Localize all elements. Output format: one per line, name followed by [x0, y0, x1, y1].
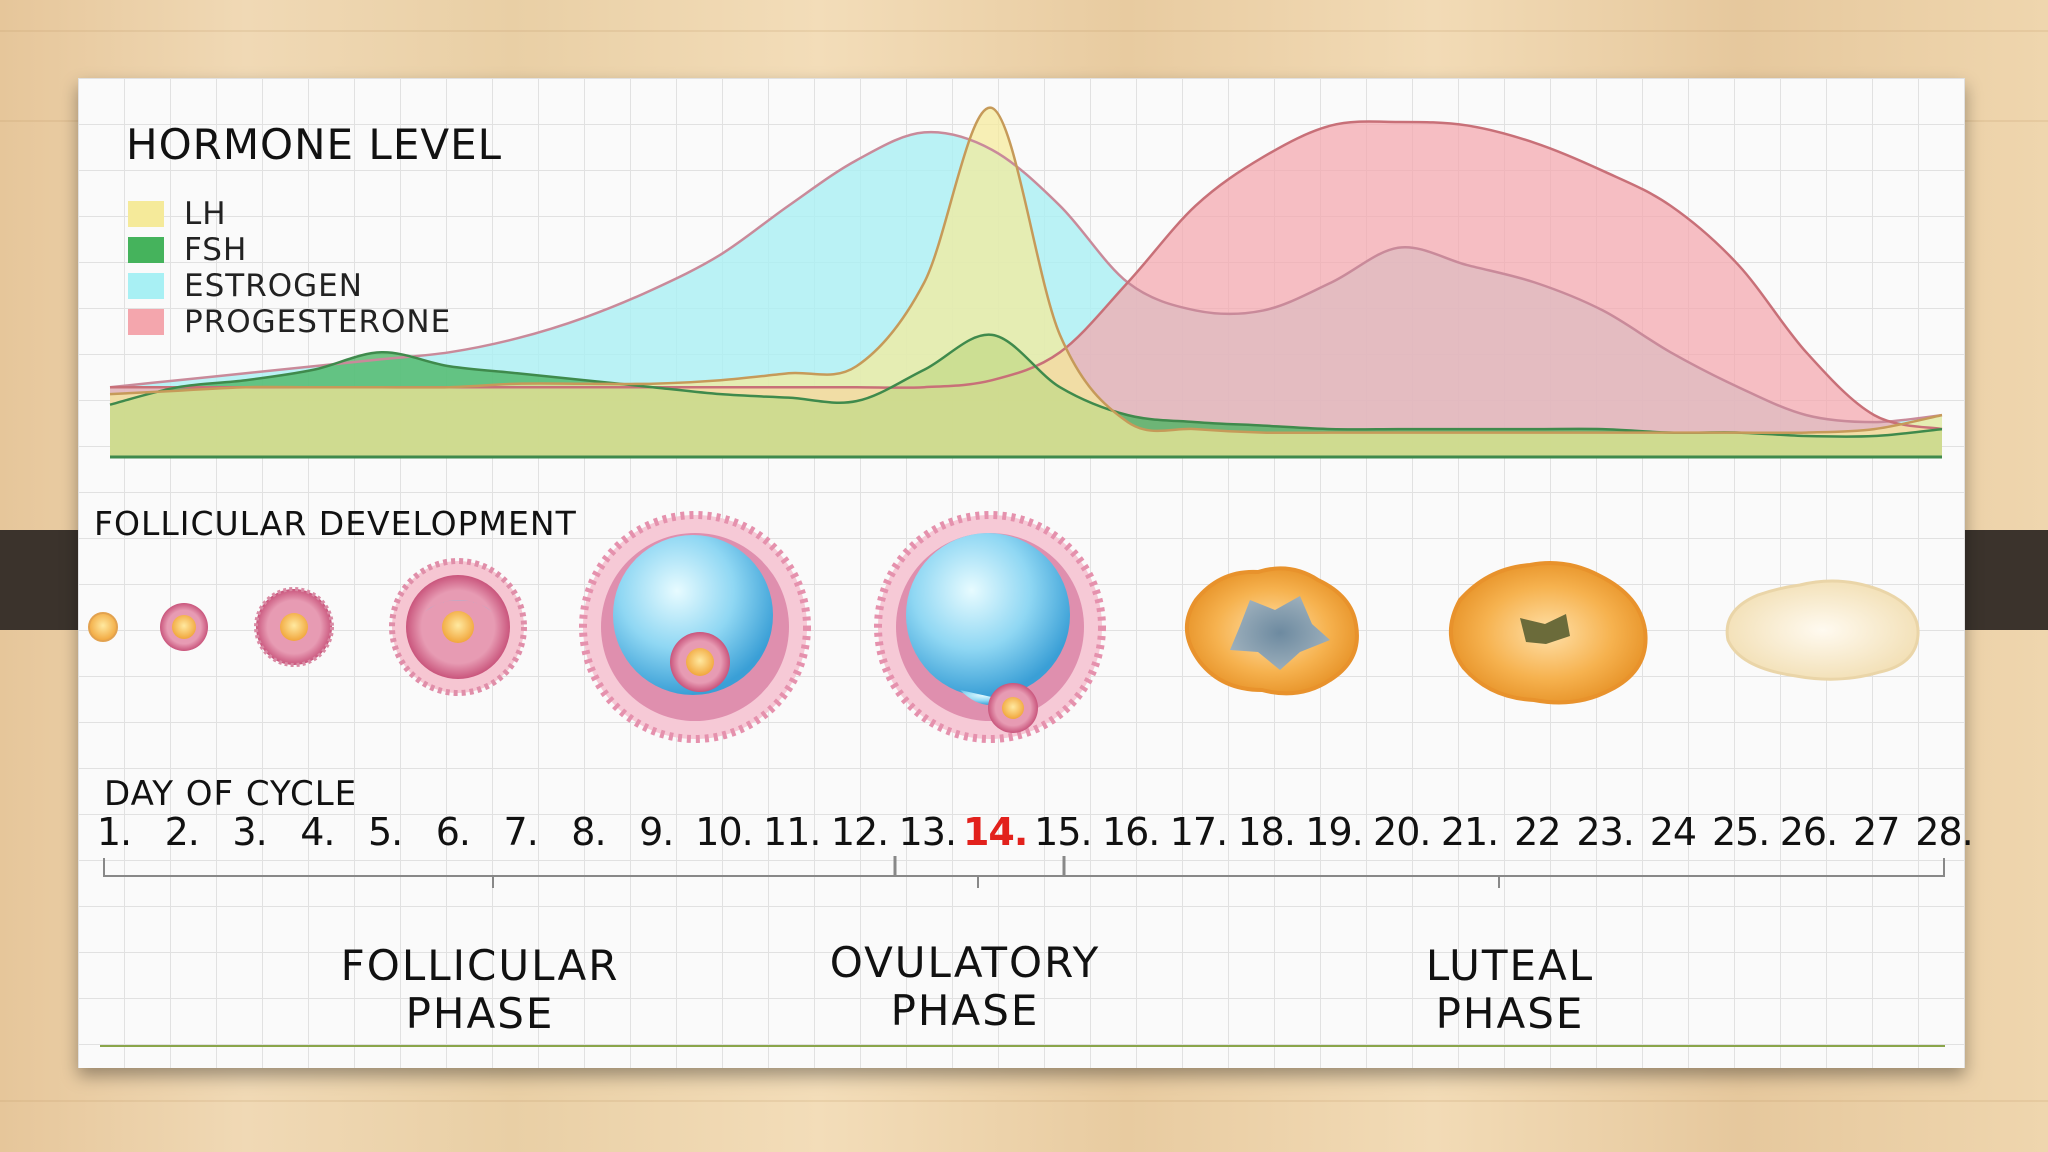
day-label: 27 [1853, 810, 1900, 854]
legend-label-fsh: FSH [184, 232, 248, 268]
follicle-stage-5 [579, 511, 811, 743]
day-label: 13. [898, 810, 957, 854]
card-bottom-line [100, 1045, 1945, 1047]
corpus-albicans [1725, 579, 1920, 681]
follicle-stage-ovulation [874, 511, 1106, 743]
day-label: 9. [639, 810, 674, 854]
dark-band-right [1958, 530, 2048, 630]
phase-label-follicular: FOLLICULAR PHASE [270, 942, 690, 1038]
legend-swatch-estrogen [128, 273, 164, 299]
day-label: 17. [1169, 810, 1228, 854]
legend-swatch-progesterone [128, 309, 164, 335]
day-label: 11. [763, 810, 821, 854]
phase-label-ovulatory: OVULATORY PHASE [770, 939, 1160, 1035]
day-label: 15. [1034, 810, 1092, 854]
legend-label-estrogen: ESTROGEN [184, 268, 363, 304]
day-label: 20. [1373, 810, 1431, 854]
day-label: 24 [1649, 810, 1697, 854]
series-line-estrogen [109, 130, 1943, 424]
day-label: 25. [1711, 810, 1770, 854]
day-label: 19. [1305, 810, 1363, 854]
phase-label-luteal: LUTEAL PHASE [1330, 942, 1690, 1038]
day-label: 8. [571, 810, 606, 854]
dark-band-left [0, 530, 90, 630]
legend-item-lh: LH [128, 196, 451, 232]
day-label: 28. [1915, 810, 1973, 854]
day-label: 26. [1779, 810, 1838, 854]
day-label: 21. [1440, 810, 1499, 854]
follicle-stage-1 [88, 612, 118, 642]
phase-luteal-line1: LUTEAL [1425, 941, 1595, 990]
day-of-cycle-title: DAY OF CYCLE [104, 774, 358, 814]
day-label: 7. [503, 810, 539, 854]
legend-swatch-fsh [128, 237, 164, 263]
day-label: 22 [1514, 810, 1561, 854]
day-label: 6. [435, 810, 471, 854]
phase-luteal-line2: PHASE [1435, 989, 1585, 1038]
day-label: 14. [962, 810, 1028, 854]
chart-legend: LH FSH ESTROGEN PROGESTERONE [128, 196, 451, 340]
day-label: 23. [1576, 810, 1634, 854]
follicle-stage-2 [160, 603, 208, 651]
day-label: 12. [830, 810, 889, 854]
day-label: 4. [300, 810, 335, 854]
phase-follicular-line2: PHASE [405, 989, 555, 1038]
day-label: 18. [1237, 810, 1296, 854]
day-label: 5. [367, 810, 403, 854]
phase-ovulatory-line1: OVULATORY [829, 938, 1101, 987]
day-of-cycle-axis: 1. 2. 3. 4. 5. 6. 7. 8. 9. 10. 11. 12. 13. 14. 15. 16. 1… [96, 810, 1974, 860]
hormone-level-title: HORMONE LEVEL [126, 120, 503, 169]
phase-follicular-line1: FOLLICULAR [340, 941, 620, 990]
legend-item-progesterone: PROGESTERONE [128, 304, 451, 340]
legend-swatch-lh [128, 201, 164, 227]
follicle-stage-4 [389, 558, 527, 696]
series-area-progesterone [110, 121, 1942, 457]
legend-item-fsh: FSH [128, 232, 451, 268]
series-line-lh [109, 106, 1943, 435]
day-label: 1. [96, 810, 132, 854]
follicular-development-title: FOLLICULAR DEVELOPMENT [94, 504, 577, 543]
day-label: 16. [1101, 810, 1160, 854]
series-area-lh [110, 107, 1942, 458]
corpus-luteum-mature [1448, 561, 1648, 705]
day-label: 2. [164, 810, 200, 854]
legend-label-lh: LH [184, 196, 227, 232]
legend-label-progesterone: PROGESTERONE [184, 304, 452, 340]
legend-item-estrogen: ESTROGEN [128, 268, 451, 304]
series-line-fsh [109, 333, 1943, 438]
day-label: 3. [232, 810, 267, 854]
day-label: 10. [695, 810, 753, 854]
corpus-luteum-early [1184, 566, 1359, 696]
phase-ovulatory-line2: PHASE [890, 986, 1040, 1035]
follicle-stage-3 [254, 587, 334, 667]
